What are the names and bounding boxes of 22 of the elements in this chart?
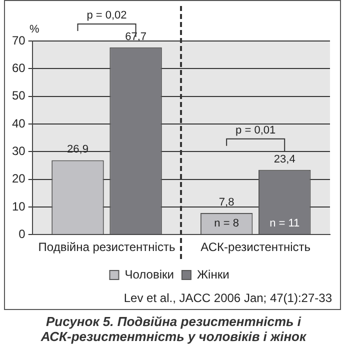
annotation: n = 8 <box>214 218 239 230</box>
y-tick-label: 30 <box>12 144 26 158</box>
y-tick-label: 70 <box>12 33 26 48</box>
text: p = 0,02 <box>86 10 127 22</box>
x-tick-label: Подвійна резистентність <box>38 240 176 254</box>
y-axis-title: % <box>29 24 40 36</box>
legend-label: Чоловіки <box>124 267 174 282</box>
annotation: p = 0,01 <box>236 124 276 136</box>
annotation: n = 11 <box>270 218 300 230</box>
y-tick-label: 60 <box>12 60 26 75</box>
data-label: 7,8 <box>218 196 234 209</box>
y-tick-label: 40 <box>12 116 26 130</box>
y-tick-label: 50 <box>12 88 26 103</box>
text: Lev et al., JACC 2006 Jan; 47(1):27-33 <box>122 291 333 307</box>
y-tick-label: 10 <box>12 199 26 214</box>
data-label: 23,4 <box>274 153 296 166</box>
y-tick-label: 0 <box>18 226 26 241</box>
legend-label: Жінки <box>196 267 230 282</box>
y-tick-label: 20 <box>12 172 26 186</box>
data-label: 67,7 <box>125 30 146 43</box>
text: Рисунок 5. Подвійна резистентність і АСК-резистентність у чоловіків і жінок <box>40 313 308 344</box>
x-tick-label: АСК-резистентність <box>200 240 311 254</box>
